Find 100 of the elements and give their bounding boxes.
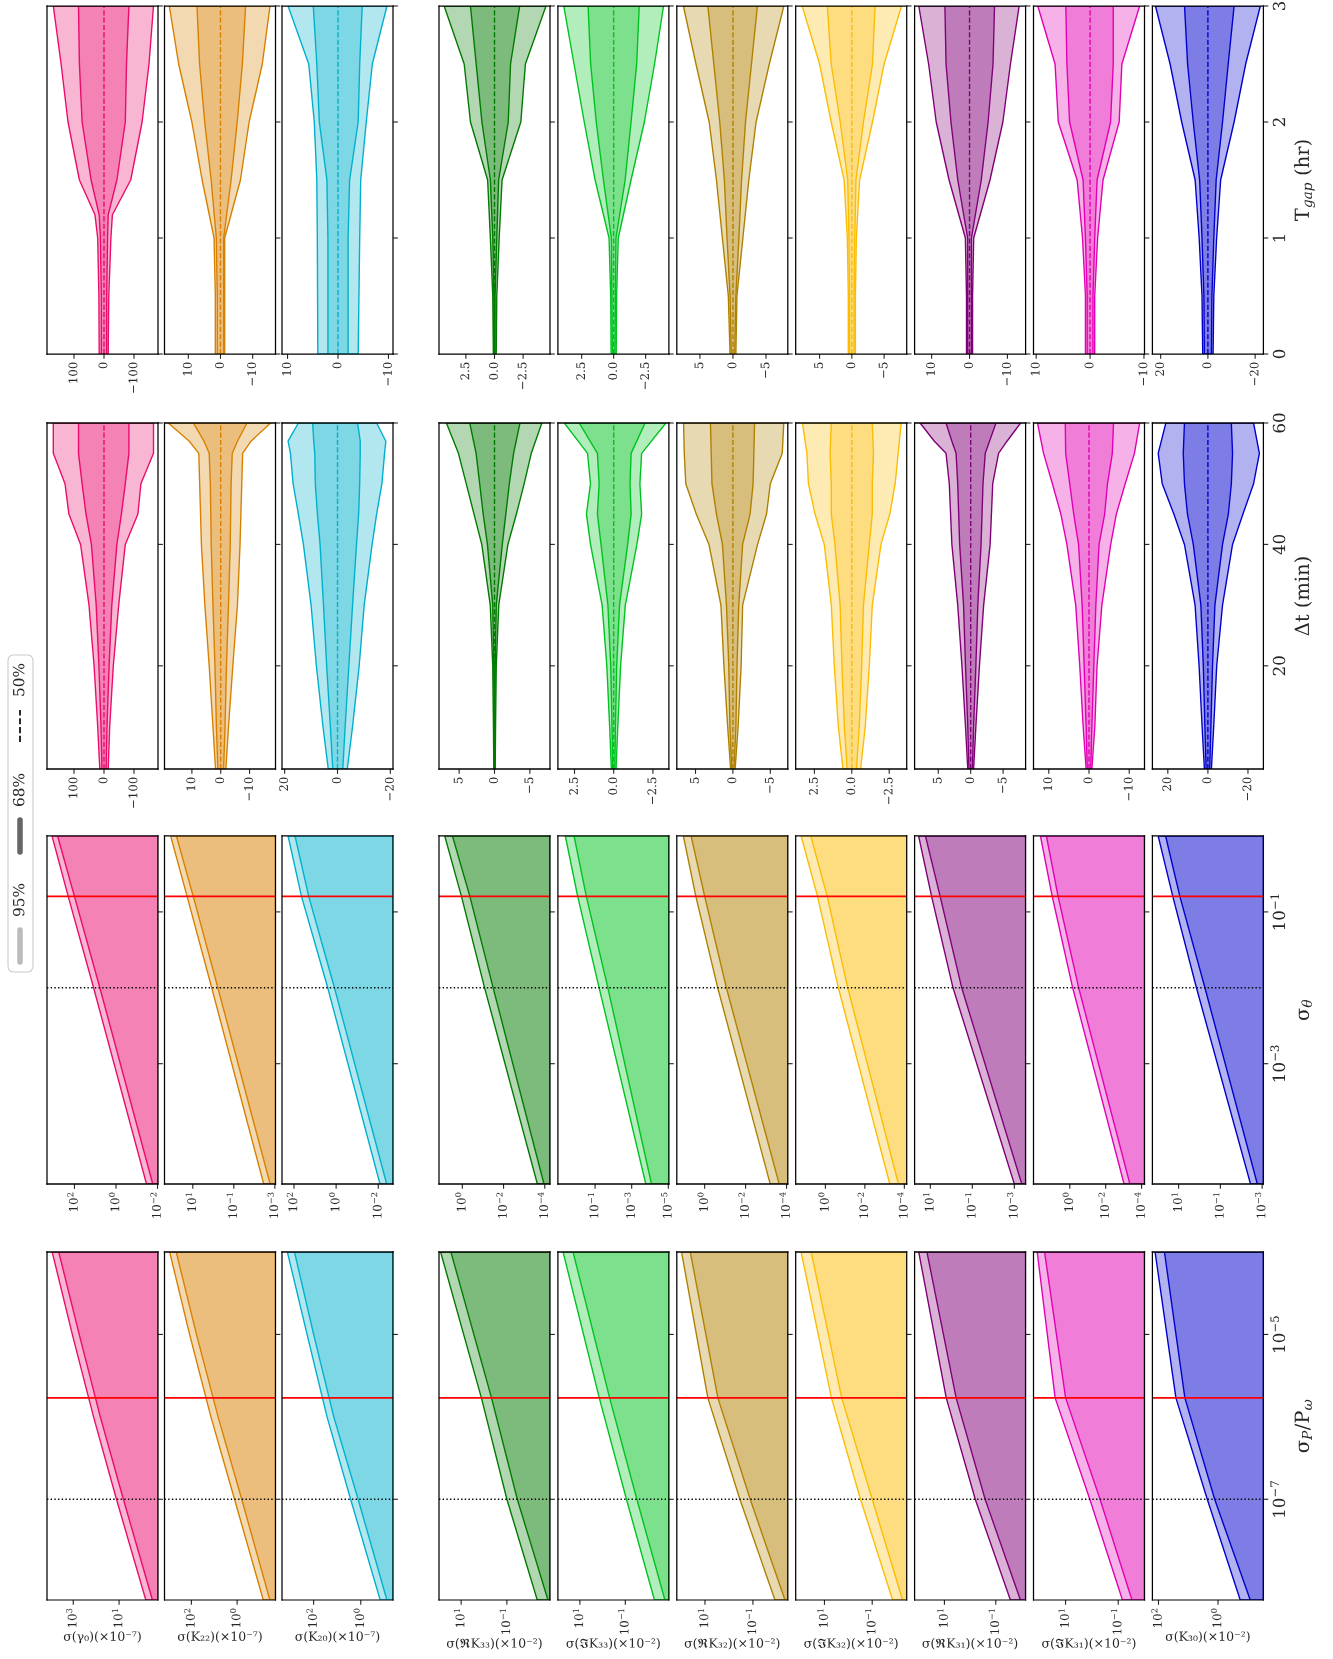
x-tick-label: 5 [694,362,704,369]
y-tick-label: 10$^{−3}$ [1270,1045,1286,1082]
x-tick-label: 0.0 [489,362,498,380]
x-tick-label: 10$^{0}$ [1062,1192,1074,1211]
x-tick-label: 10$^{1}$ [923,1193,934,1211]
x-tick-label: 100 [68,362,78,383]
x-tick-label: 0 [727,777,737,784]
x-tick-label: 10$^{−2}$ [1098,1192,1110,1218]
x-axis-title: σ(ℑK₃₁)(×10⁻²) [1042,1638,1136,1650]
x-tick-label: 10$^{−5}$ [661,1192,672,1218]
x-tick-label: 10$^{0}$ [455,1192,466,1211]
x-tick-label: 0 [332,777,341,784]
x-tick-label: 2.5 [808,777,818,795]
x-tick-label: 0 [214,362,224,369]
x-tick-label: 10$^{−1}$ [618,1609,629,1634]
x-tick-label: 10$^{−1}$ [965,1193,976,1218]
x-tick-label: 10 [1043,777,1053,791]
x-tick-label: 10$^{−1}$ [864,1609,876,1634]
x-tick-label: −2.5 [647,777,657,805]
x-tick-label: −10 [1123,777,1133,801]
x-axis-title: σ(γ₀)(×10⁻⁷) [63,1631,141,1644]
x-tick-label: 10$^{1}$ [937,1609,948,1627]
x-tick-label: 5 [932,777,942,784]
x-tick-label: 10$^{1}$ [453,1609,465,1627]
x-tick-label: 10$^{2}$ [184,1608,195,1627]
y-tick-label: 1 [1272,235,1286,242]
x-tick-label: 0 [964,362,973,369]
text: 68% [12,773,25,806]
x-tick-label: 10$^{0}$ [1210,1608,1222,1627]
x-tick-label: −10 [244,777,253,801]
x-axis-title: σ(ℜK₃₂)(×10⁻²) [684,1638,780,1650]
x-tick-label: 10$^{−4}$ [1134,1192,1145,1218]
y-tick-label: 60 [1272,413,1286,433]
x-axis-title: σ(ℜK₃₁)(×10⁻²) [922,1638,1018,1650]
x-tick-label: 5 [690,777,699,784]
x-axis-title: σ(ℜK₃₃)(×10⁻²) [446,1638,542,1650]
x-axis-title: σ(ℑK₃₂)(×10⁻²) [804,1638,898,1650]
x-tick-label: −100 [128,362,138,393]
x-tick-label: 10$^{−1}$ [226,1193,238,1218]
x-tick-label: −20 [384,777,394,801]
x-tick-label: −5 [760,362,770,378]
y-tick-label: 3 [1272,1,1286,11]
x-tick-label: 10$^{3}$ [66,1608,77,1627]
y-tick-label: 10$^{−5}$ [1270,1316,1286,1352]
x-tick-label: 20 [279,777,289,791]
x-tick-label: 0.0 [846,777,856,795]
x-axis-title: σ(K₂₀)(×10⁻⁷) [295,1631,380,1643]
x-tick-label: 0 [965,777,975,784]
x-tick-label: 10$^{−1}$ [1110,1609,1122,1634]
x-tick-label: −100 [128,777,138,808]
x-tick-label: 10$^{1}$ [185,1193,197,1211]
x-tick-label: 5 [453,777,463,784]
x-tick-label: −10 [382,362,392,386]
x-tick-label: −2.5 [640,362,650,390]
y-tick-label: 10$^{−7}$ [1270,1481,1286,1517]
x-tick-label: 10$^{−3}$ [1007,1192,1018,1218]
x-tick-label: 10 [186,777,196,791]
x-tick-label: 10$^{1}$ [572,1609,584,1627]
y-tick-label: 2 [1272,118,1286,127]
x-tick-label: 0 [98,777,108,784]
x-tick-label: 0 [98,362,108,369]
x-tick-label: 10$^{−4}$ [537,1192,549,1218]
x-tick-label: 10$^{1}$ [1171,1193,1182,1211]
y-tick-label: 0 [1272,349,1286,359]
x-tick-label: 10$^{0}$ [818,1192,829,1211]
x-tick-label: 10$^{−2}$ [857,1192,869,1218]
y-tick-label: 10$^{−1}$ [1270,894,1286,930]
x-tick-label: −10 [247,362,257,386]
x-tick-label: 10$^{1}$ [817,1609,828,1627]
x-tick-label: 10$^{−4}$ [897,1192,908,1218]
text: 95% [12,883,25,917]
y-axis-title: σ$_{P}$/P$_{ω}$ [1294,1399,1312,1453]
x-tick-label: 10$^{0}$ [108,1192,120,1211]
x-tick-label: 0 [1083,777,1093,784]
x-axis-title: σ(ℑK₃₃)(×10⁻²) [566,1638,660,1650]
x-tick-label: 20 [1155,362,1165,376]
x-tick-label: 2.5 [576,362,586,380]
x-tick-label: −20 [1249,362,1259,386]
x-tick-label: 10$^{−1}$ [587,1193,599,1218]
x-tick-label: −20 [1242,777,1252,801]
x-axis-title: σ(K₃₀)(×10⁻²) [1165,1631,1250,1643]
x-tick-label: −2.5 [517,362,527,390]
x-tick-label: 10$^{2}$ [1151,1608,1162,1627]
x-tick-label: −2.5 [883,777,893,805]
x-tick-label: −10 [1001,362,1011,386]
x-tick-label: 10$^{2}$ [67,1192,78,1211]
y-tick-label: 40 [1272,534,1286,555]
y-axis-title: T$_{gap}$ (hr) [1294,140,1315,222]
x-tick-label: −5 [997,777,1007,793]
x-tick-label: 10$^{1}$ [111,1609,123,1627]
x-tick-label: 5 [814,362,823,369]
x-tick-label: 10$^{1}$ [1058,1609,1069,1627]
x-tick-label: 10$^{−2}$ [371,1192,382,1218]
x-tick-label: 0.0 [608,362,618,380]
x-tick-label: 10 [282,362,291,376]
y-axis-title: σ$_{θ}$ [1298,999,1313,1021]
x-tick-label: −5 [524,777,534,793]
x-tick-label: 10$^{−3}$ [1254,1192,1266,1218]
x-tick-label: 10 [926,362,936,376]
x-tick-label: 10$^{−2}$ [150,1192,161,1218]
